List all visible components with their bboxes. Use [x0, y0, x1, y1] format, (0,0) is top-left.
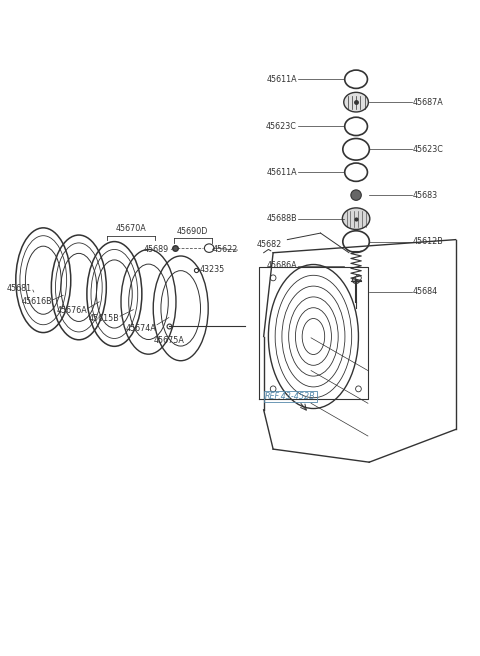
Ellipse shape [342, 208, 370, 230]
Text: 45670A: 45670A [116, 224, 146, 233]
Text: 45622: 45622 [213, 245, 238, 254]
Text: REF.43-452B: REF.43-452B [265, 392, 316, 401]
Text: 45690D: 45690D [177, 228, 208, 236]
Text: 45684: 45684 [413, 287, 438, 297]
Text: 45611A: 45611A [266, 168, 297, 176]
Text: 45676A: 45676A [56, 306, 87, 315]
Text: 45616B: 45616B [21, 297, 52, 306]
Text: 45689: 45689 [144, 245, 169, 254]
Text: 45682: 45682 [256, 241, 282, 249]
Text: 45611A: 45611A [266, 75, 297, 84]
Ellipse shape [270, 386, 276, 392]
Text: 45675A: 45675A [154, 336, 184, 345]
Text: 45686A: 45686A [266, 261, 297, 270]
Text: 45623C: 45623C [266, 122, 297, 131]
Text: 45688B: 45688B [266, 214, 297, 223]
Text: 43235: 43235 [200, 264, 225, 274]
Text: 45687A: 45687A [413, 98, 444, 107]
Ellipse shape [351, 190, 361, 200]
Text: 45623C: 45623C [413, 145, 444, 154]
Ellipse shape [356, 386, 361, 392]
Text: 45681: 45681 [6, 284, 31, 293]
Ellipse shape [352, 277, 360, 283]
Text: 45674A: 45674A [125, 323, 156, 333]
Text: 45615B: 45615B [88, 314, 119, 323]
Text: 45612B: 45612B [413, 237, 444, 246]
Ellipse shape [344, 92, 369, 112]
Text: 45683: 45683 [413, 191, 438, 199]
Ellipse shape [270, 275, 276, 281]
Ellipse shape [356, 275, 361, 281]
